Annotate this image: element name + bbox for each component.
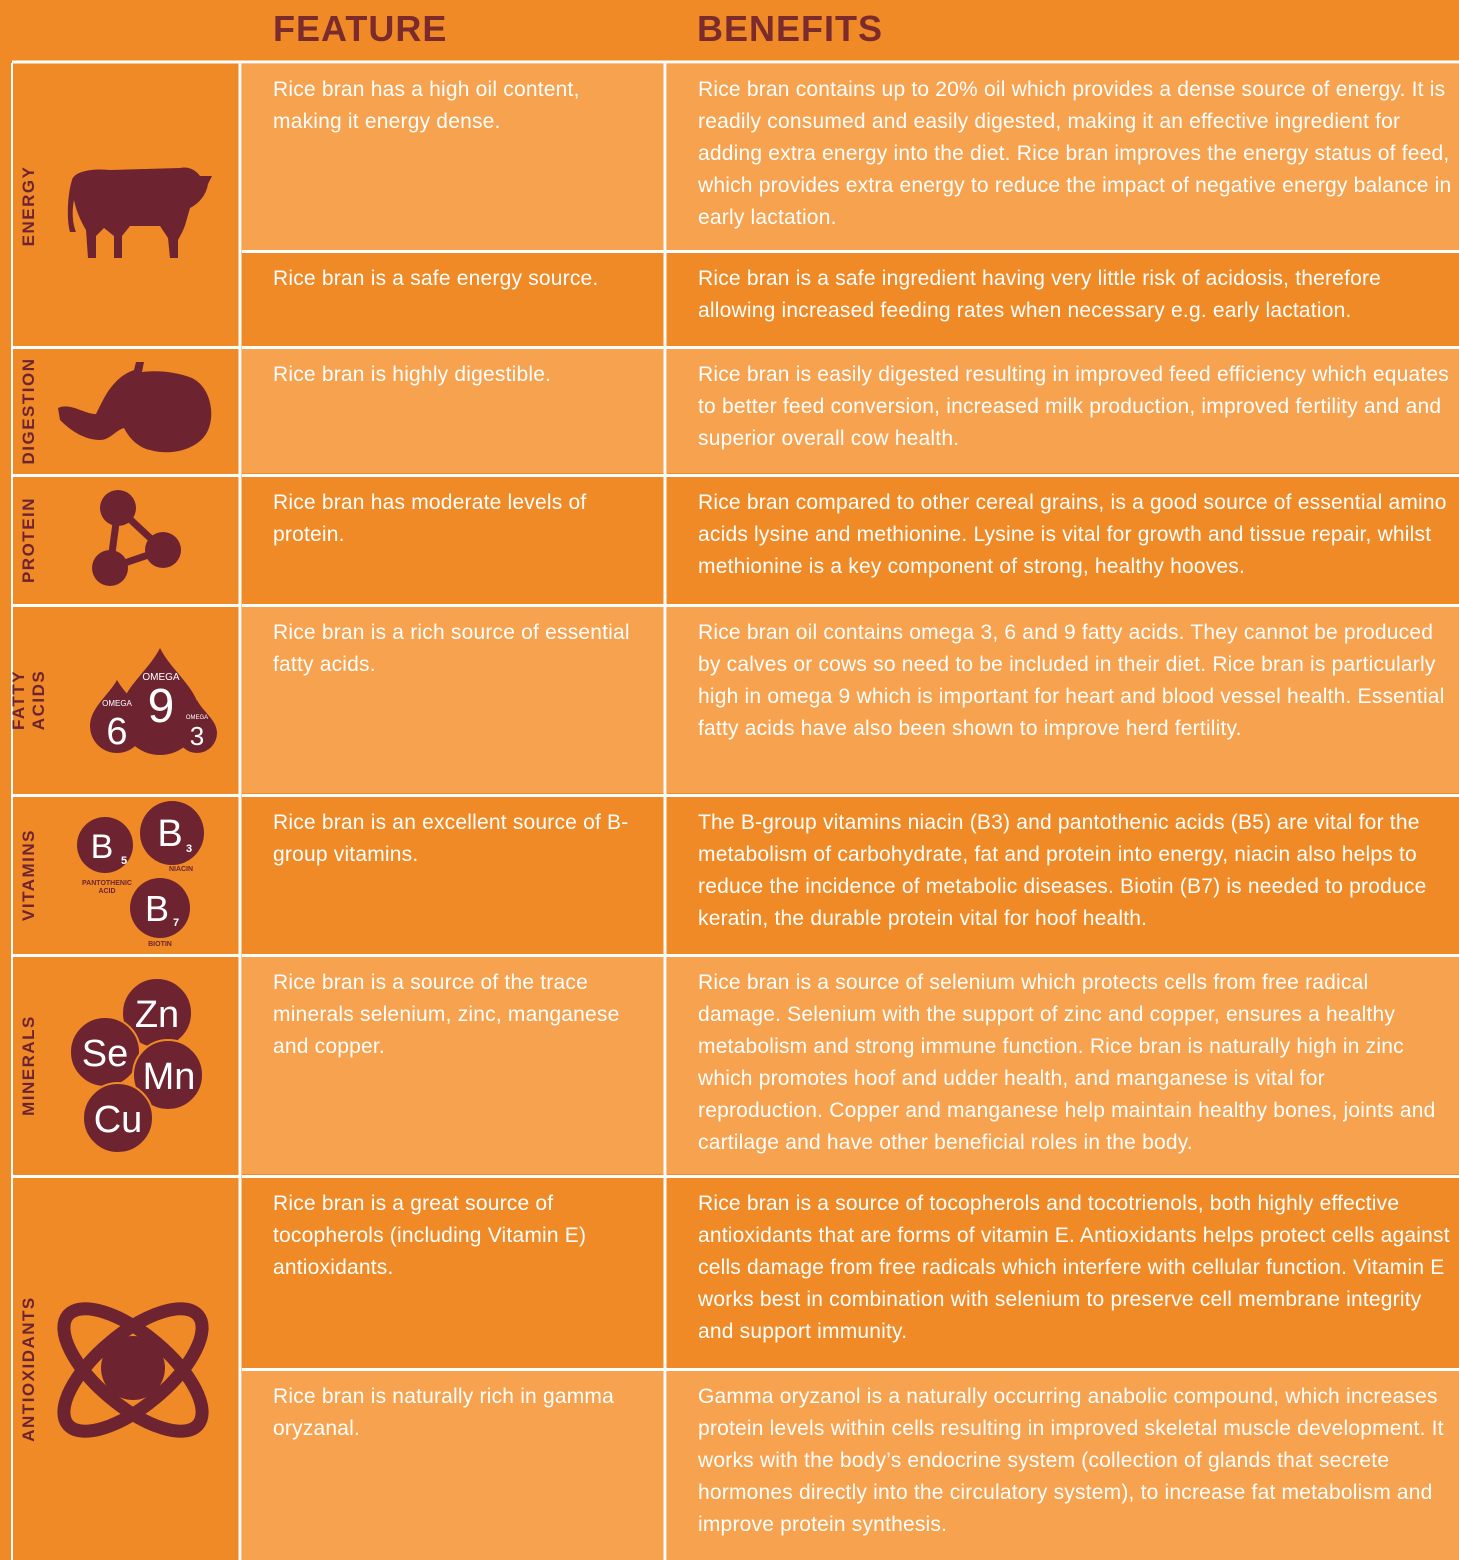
category-label: DIGESTION: [19, 357, 38, 464]
omega-label: OMEGA: [102, 699, 132, 708]
feature-cell: [242, 64, 664, 251]
vitamin-letter: B: [157, 813, 182, 855]
benefit-cell: [667, 349, 1459, 473]
omega-number: 9: [148, 680, 175, 733]
feature-text: Rice bran is naturally rich in gamma ory…: [273, 1385, 614, 1440]
benefit-cell: [667, 797, 1459, 953]
category-line: DIGESTION: [19, 357, 38, 464]
category-line: VITAMINS: [19, 829, 38, 921]
feature-header: FEATURE: [273, 8, 448, 49]
category-line: MINERALS: [19, 1015, 38, 1116]
feature-cell: [242, 253, 664, 346]
benefit-cell: [667, 1371, 1459, 1560]
vitamin-sub: 5: [121, 855, 127, 867]
vitamin-name: ACID: [98, 888, 115, 895]
feature-cell: [242, 797, 664, 953]
row-rule: [242, 346, 1459, 349]
feature-cell: [242, 349, 664, 473]
minerals-icon: Zn Se Mn Cu: [69, 977, 204, 1154]
feature-text: Rice bran has moderate levels of protein…: [273, 491, 587, 546]
row-rule: [242, 1175, 1459, 1178]
category-label: VITAMINS: [19, 829, 38, 921]
benefit-cell: [667, 1178, 1459, 1368]
benefit-text: Rice bran compared to other cereal grain…: [698, 491, 1447, 578]
benefit-cell: [667, 64, 1459, 251]
feature-cell: [242, 607, 664, 793]
mineral: Se: [82, 1033, 128, 1075]
row-rule: [242, 954, 1459, 957]
benefit-cell: [667, 607, 1459, 793]
benefit-cell: [667, 253, 1459, 346]
vitamin-letter: B: [145, 888, 169, 929]
section-rule: [12, 794, 240, 797]
omega-icon: OMEGA 6 OMEGA 9 OMEGA 3: [90, 648, 217, 755]
feature-text: Rice bran is a rich source of essential …: [273, 621, 630, 676]
row-rule: [242, 604, 1459, 607]
feature-text: Rice bran is highly digestible.: [273, 363, 552, 386]
benefit-text: Rice bran contains up to 20% oil which p…: [698, 78, 1452, 229]
benefit-text: Rice bran is a source of tocopherols and…: [698, 1192, 1450, 1343]
icons: OMEGA 6 OMEGA 9 OMEGA 3 B 5 B 3 B 7 PANT…: [57, 167, 217, 1438]
vitamin-name: PANTOTHENIC: [82, 880, 132, 887]
section-rule: [12, 1175, 240, 1178]
feature-cell: [242, 957, 664, 1174]
mineral: Mn: [143, 1056, 196, 1098]
benefit-text: Rice bran is easily digested resulting i…: [698, 363, 1450, 450]
feature-cell: [242, 1178, 664, 1368]
section-rule: [12, 474, 240, 477]
category-line: PROTEIN: [19, 497, 38, 583]
category-label: MINERALS: [19, 1015, 38, 1116]
vitamins-icon: B 5 B 3 B 7 PANTOTHENIC ACID NIACIN BIOT…: [77, 801, 204, 948]
category-label: FATTYACIDS: [9, 670, 48, 730]
atom-icon: [57, 1302, 209, 1438]
category-line: ANTIOXIDANTS: [19, 1296, 38, 1442]
category-line: ENERGY: [19, 166, 38, 247]
omega-number: 6: [106, 711, 127, 753]
row-rule: [242, 794, 1459, 797]
feature-text: Rice bran is a source of the trace miner…: [273, 971, 620, 1058]
omega-label: OMEGA: [142, 672, 180, 683]
row-rule: [242, 474, 1459, 477]
row-rule: [242, 1368, 1459, 1371]
benefits-header: BENEFITS: [697, 8, 884, 49]
feature-cell: [242, 1371, 664, 1560]
omega-label: OMEGA: [186, 715, 208, 721]
category-label: ANTIOXIDANTS: [19, 1296, 38, 1442]
cow-icon: [67, 167, 212, 258]
category-line: FATTY: [9, 670, 28, 730]
section-rule: [12, 346, 240, 349]
section-rule: [12, 604, 240, 607]
category-label: PROTEIN: [19, 497, 38, 583]
feature-cell: [242, 477, 664, 603]
row-rule: [242, 250, 1459, 253]
benefit-text: Rice bran is a safe ingredient having ve…: [698, 267, 1382, 322]
vitamin-name: NIACIN: [169, 866, 193, 873]
feature-text: Rice bran is a safe energy source.: [273, 267, 599, 290]
category-line: ACIDS: [29, 670, 48, 730]
molecule-icon: [92, 490, 181, 586]
stomach-icon: [58, 362, 212, 453]
benefit-cell: [667, 477, 1459, 603]
section-rule: [12, 954, 240, 957]
category-label: ENERGY: [19, 166, 38, 247]
feature-text: Rice bran has a high oil content, making…: [273, 78, 580, 133]
benefit-text: Rice bran is a source of selenium which …: [698, 971, 1436, 1154]
vitamin-sub: 7: [173, 917, 179, 929]
benefit-text: Gamma oryzanol is a naturally occurring …: [698, 1385, 1444, 1536]
feature-text: Rice bran is an excellent source of B-gr…: [273, 811, 629, 866]
vitamin-sub: 3: [186, 843, 192, 855]
feature-text: Rice bran is a great source of tocophero…: [273, 1192, 587, 1279]
mineral: Cu: [94, 1099, 143, 1141]
benefit-text: The B-group vitamins niacin (B3) and pan…: [698, 811, 1427, 930]
benefit-text: Rice bran oil contains omega 3, 6 and 9 …: [698, 621, 1445, 740]
benefit-cell: [667, 957, 1459, 1174]
omega-number: 3: [190, 721, 204, 751]
vitamin-letter: B: [91, 828, 114, 866]
vitamin-name: BIOTIN: [148, 941, 172, 948]
mineral: Zn: [135, 994, 179, 1036]
